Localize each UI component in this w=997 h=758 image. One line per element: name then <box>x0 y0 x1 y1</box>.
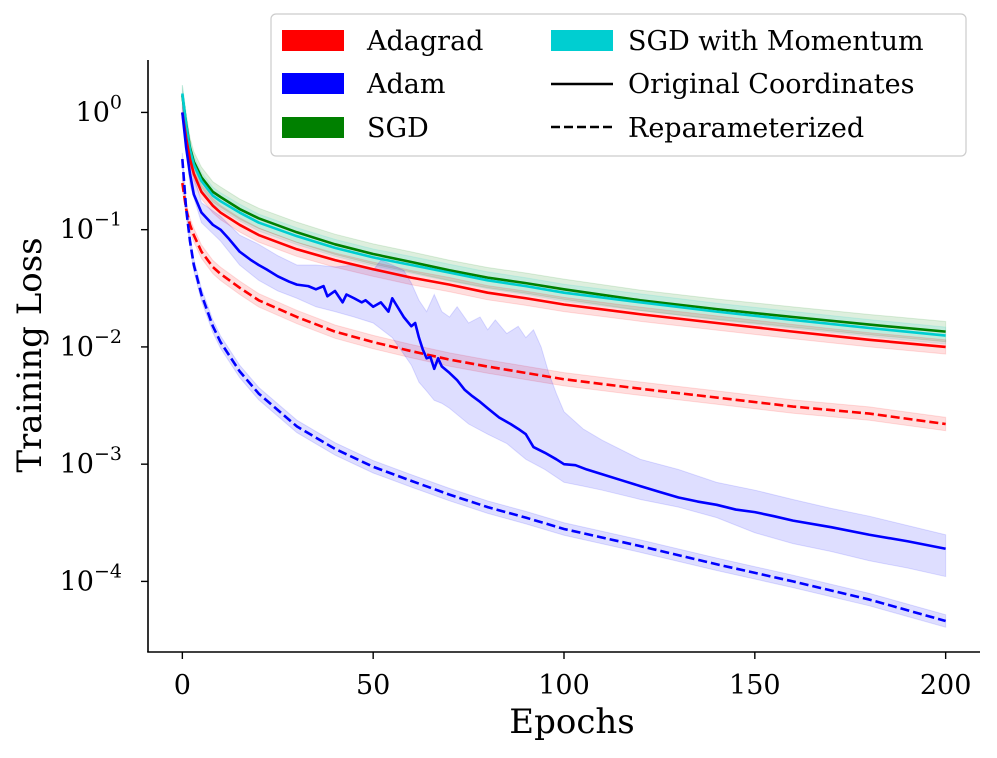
line-adam-reparameterized <box>181 158 947 623</box>
legend-label-adam: Adam <box>366 69 445 100</box>
x-tick-label: 0 <box>174 670 191 701</box>
series-lines <box>181 93 947 623</box>
legend-swatch-sgd-momentum <box>551 30 613 51</box>
y-ticks: 100 10−1 10−2 10−3 10−4 <box>60 91 148 597</box>
legend-label-adagrad: Adagrad <box>366 26 483 57</box>
x-axis-label: Epochs <box>509 702 634 742</box>
legend-swatch-adagrad <box>282 30 344 51</box>
legend-label-original: Original Coordinates <box>628 69 914 100</box>
band-adam-reparameterized <box>181 152 947 628</box>
y-tick-label: 10−3 <box>60 443 122 480</box>
y-tick-label: 10−1 <box>60 209 122 246</box>
band-adagrad-reparameterized <box>181 176 947 432</box>
line-adam <box>181 112 946 551</box>
x-tick-label: 50 <box>356 670 390 701</box>
x-tick-label: 100 <box>538 670 590 701</box>
legend-label-sgd: SGD <box>367 113 429 144</box>
x-tick-label: 200 <box>920 670 972 701</box>
legend-label-reparameterized: Reparameterized <box>628 113 864 144</box>
x-ticks: 0 50 100 150 200 <box>174 652 972 701</box>
legend: Adagrad Adam SGD SGD with Momentum Origi… <box>270 13 967 157</box>
y-axis-label: Training Loss <box>10 237 50 472</box>
y-tick-label: 100 <box>76 91 122 128</box>
line-sgd <box>181 95 946 333</box>
y-tick-label: 10−2 <box>60 326 122 363</box>
y-tick-label: 10−4 <box>60 560 122 597</box>
confidence-bands <box>181 85 947 628</box>
band-adam <box>181 103 947 578</box>
x-tick-label: 150 <box>729 670 781 701</box>
legend-label-sgd-momentum: SGD with Momentum <box>628 26 924 57</box>
line-adagrad <box>181 112 946 349</box>
line-adagrad-reparameterized <box>181 182 946 426</box>
legend-swatch-sgd <box>282 117 344 138</box>
legend-frame <box>270 13 967 157</box>
legend-swatch-adam <box>282 73 344 94</box>
line-sgd-with-momentum <box>181 93 946 337</box>
